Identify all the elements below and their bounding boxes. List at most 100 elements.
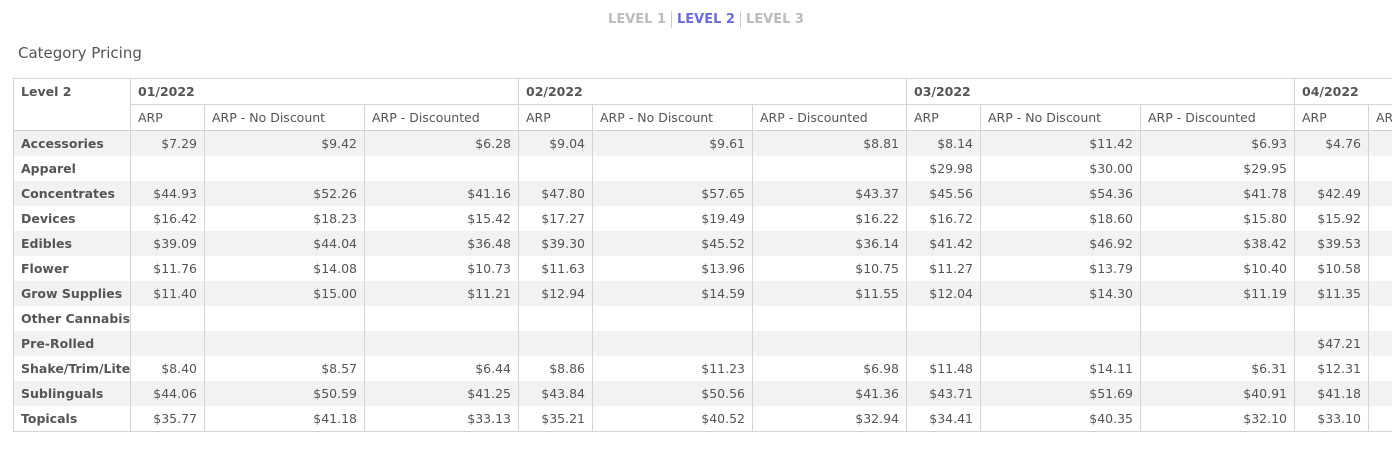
price-cell: $15.42 [364, 206, 519, 231]
price-cell: $41.18 [204, 406, 365, 432]
price-cell: $6.28 [364, 130, 519, 156]
price-cell [1367, 331, 1392, 356]
column-header: ARP - No Discount [592, 104, 753, 131]
price-cell [592, 331, 753, 356]
price-cell [364, 306, 519, 331]
price-cell: $39.30 [518, 231, 593, 256]
price-cell: $14.30 [980, 281, 1141, 306]
data-row: Flower $11.76 $14.08 $10.73 $11.63 $13.96 $10.… [13, 256, 1392, 281]
price-cell: $39.53 [1294, 231, 1369, 256]
price-cell: $50.59 [204, 381, 365, 406]
price-cell [1367, 306, 1392, 331]
price-cell: $8.86 [518, 356, 593, 381]
price-cell: $43.71 [906, 381, 981, 406]
row-label: Sublinguals [13, 381, 131, 406]
data-row: Other Cannabis [13, 306, 1392, 331]
price-cell [1294, 156, 1369, 181]
column-header: ARP - Discounted [1140, 104, 1295, 131]
data-row: Sublinguals $44.06 $50.59 $41.25 $43.84 $50.5… [13, 381, 1392, 406]
data-row: Topicals $35.77 $41.18 $33.13 $35.21 $40.52 $3… [13, 406, 1392, 432]
price-cell: $13.79 [980, 256, 1141, 281]
price-cell: $35.21 [518, 406, 593, 432]
price-cell: $38.42 [1140, 231, 1295, 256]
price-cell [1367, 381, 1392, 406]
price-cell: $11.21 [364, 281, 519, 306]
price-cell: $41.78 [1140, 181, 1295, 206]
price-cell [906, 306, 981, 331]
price-cell: $18.23 [204, 206, 365, 231]
row-label: Other Cannabis [13, 306, 131, 331]
price-cell [906, 331, 981, 356]
corner-header: Level 2 [13, 78, 131, 131]
level-tab[interactable]: LEVEL 3 [739, 11, 809, 28]
column-header: ARP [1294, 104, 1369, 131]
row-label: Flower [13, 256, 131, 281]
price-cell: $35.77 [130, 406, 205, 432]
price-cell: $32.10 [1140, 406, 1295, 432]
price-cell: $47.80 [518, 181, 593, 206]
price-cell: $41.16 [364, 181, 519, 206]
price-cell: $11.27 [906, 256, 981, 281]
level-tab[interactable]: LEVEL 1 [608, 12, 667, 27]
price-cell: $41.36 [752, 381, 907, 406]
price-cell: $17.27 [518, 206, 593, 231]
price-cell [1367, 256, 1392, 281]
price-cell [364, 331, 519, 356]
price-cell [1367, 156, 1392, 181]
price-cell: $11.76 [130, 256, 205, 281]
price-cell [752, 331, 907, 356]
price-cell: $10.73 [364, 256, 519, 281]
table-body: Accessories $7.29 $9.42 $6.28 $9.04 $9.61 $8.8… [13, 130, 1392, 432]
column-header: ARP [518, 104, 593, 131]
price-cell: $8.40 [130, 356, 205, 381]
header-row: ARP ARP - No Discount ARP - Discounted ARP A… [14, 104, 1392, 131]
price-cell: $11.40 [130, 281, 205, 306]
price-cell: $34.41 [906, 406, 981, 432]
price-cell: $40.52 [592, 406, 753, 432]
price-cell [1367, 181, 1392, 206]
price-cell: $44.04 [204, 231, 365, 256]
price-cell: $50.56 [592, 381, 753, 406]
level-tab[interactable]: LEVEL 2 [671, 11, 740, 28]
price-cell: $36.14 [752, 231, 907, 256]
group-header: 02/2022 [518, 78, 907, 105]
row-label: Topicals [13, 406, 131, 432]
column-header: ARP - Discounted [752, 104, 907, 131]
price-cell: $14.11 [980, 356, 1141, 381]
price-cell: $43.84 [518, 381, 593, 406]
row-label: Pre-Rolled [13, 331, 131, 356]
price-cell [980, 331, 1141, 356]
price-cell: $39.09 [130, 231, 205, 256]
price-cell [592, 306, 753, 331]
price-cell: $40.35 [980, 406, 1141, 432]
group-header: 04/2022 [1293, 78, 1392, 105]
price-cell: $10.75 [752, 256, 907, 281]
data-row: Edibles $39.09 $44.04 $36.48 $39.30 $45.52 $36… [13, 231, 1392, 256]
price-cell: $29.95 [1140, 156, 1295, 181]
price-cell [204, 156, 365, 181]
column-header: ARP [130, 104, 205, 131]
data-row: Devices $16.42 $18.23 $15.42 $17.27 $19.49 $16… [13, 206, 1392, 231]
price-cell: $6.31 [1140, 356, 1295, 381]
price-cell [204, 331, 365, 356]
table-head: Level 2 01/2022 02/2022 03/2022 04/2022 ARP AR… [13, 78, 1392, 131]
price-cell: $8.14 [906, 130, 981, 156]
price-cell: $12.94 [518, 281, 593, 306]
price-cell: $9.42 [204, 130, 365, 156]
price-cell: $9.04 [518, 130, 593, 156]
price-cell [1140, 306, 1295, 331]
price-cell [1140, 331, 1295, 356]
price-cell [204, 306, 365, 331]
price-cell: $4.76 [1294, 130, 1369, 156]
price-cell: $11.23 [592, 356, 753, 381]
price-cell: $6.44 [364, 356, 519, 381]
price-cell: $43.37 [752, 181, 907, 206]
price-cell [518, 156, 593, 181]
price-cell: $15.80 [1140, 206, 1295, 231]
data-row: Accessories $7.29 $9.42 $6.28 $9.04 $9.61 $8.8… [13, 130, 1392, 156]
price-cell: $16.72 [906, 206, 981, 231]
price-cell: $52.26 [204, 181, 365, 206]
price-cell: $11.55 [752, 281, 907, 306]
price-cell [1367, 356, 1392, 381]
